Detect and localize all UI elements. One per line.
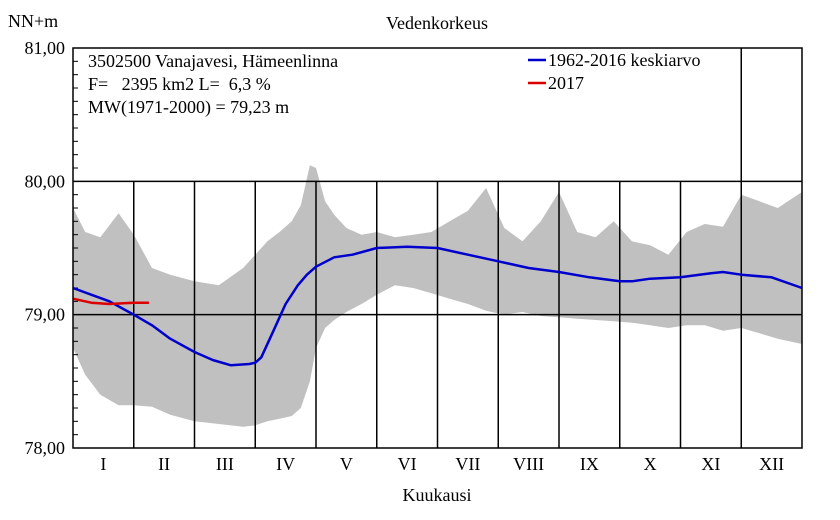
catchment-info: F= 2395 km2 L= 6,3 % — [88, 74, 271, 94]
x-tick-label: VII — [455, 454, 480, 474]
legend: 1962-2016 keskiarvo 2017 — [528, 50, 700, 93]
legend-label-mean: 1962-2016 keskiarvo — [548, 50, 700, 70]
y-tick-label: 81,00 — [25, 38, 66, 58]
x-tick-label: VI — [398, 454, 417, 474]
y-tick-label: 79,00 — [25, 305, 66, 325]
y-axis-label: NN+m — [8, 11, 58, 31]
x-tick-label: IV — [276, 454, 295, 474]
x-tick-label: VIII — [513, 454, 544, 474]
station-name: 3502500 Vanajavesi, Hämeenlinna — [88, 51, 338, 71]
mean-water-info: MW(1971-2000) = 79,23 m — [88, 97, 289, 118]
x-tick-label: I — [100, 454, 106, 474]
legend-label-2017: 2017 — [548, 73, 584, 93]
x-tick-label: XII — [759, 454, 784, 474]
y-tick-label: 80,00 — [25, 171, 66, 191]
x-tick-label: III — [216, 454, 234, 474]
x-tick-label: X — [644, 454, 657, 474]
chart-title: Vedenkorkeus — [386, 13, 488, 33]
series-2017-line — [72, 297, 149, 306]
y-tick-label: 78,00 — [25, 438, 66, 458]
x-axis-label: Kuukausi — [403, 485, 472, 505]
x-tick-label: IX — [580, 454, 599, 474]
x-tick-label: II — [158, 454, 170, 474]
x-tick-label: XI — [701, 454, 720, 474]
plot-frame — [72, 47, 803, 449]
info-box: 3502500 Vanajavesi, Hämeenlinna F= 2395 … — [88, 51, 338, 118]
x-tick-label: V — [340, 454, 353, 474]
series-mean-line — [72, 245, 803, 367]
